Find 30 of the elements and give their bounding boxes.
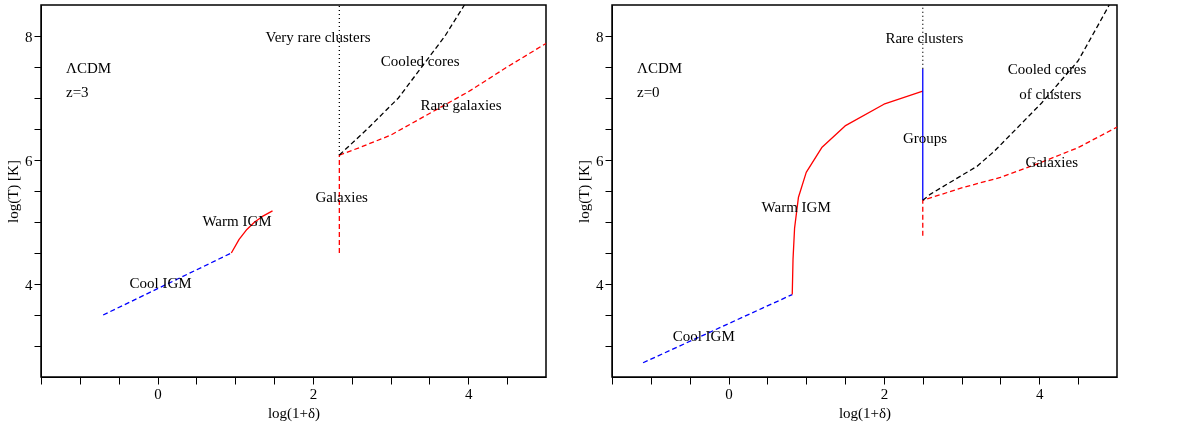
x-tick-label: 4 <box>465 385 474 402</box>
annotation: Cool IGM <box>129 274 192 291</box>
annotation: Rare clusters <box>885 29 964 46</box>
annotation: Very rare clusters <box>265 29 371 45</box>
annotation: Galaxies <box>315 188 369 205</box>
x-axis-title: log(1+δ) <box>267 404 321 422</box>
x-tick-label: 0 <box>725 385 733 402</box>
y-tick-label: 4 <box>25 276 33 293</box>
annotation: Cooled cores <box>380 53 460 70</box>
annotation: ΛCDM <box>66 60 112 76</box>
x-tick-label: 0 <box>154 385 162 402</box>
x-axis-title: log(1+δ) <box>838 404 892 422</box>
annotation: Cooled cores <box>1007 61 1087 77</box>
y-axis-title: log(T) [K] <box>576 160 593 223</box>
y-tick-label: 6 <box>596 152 604 169</box>
y-axis-title: log(T) [K] <box>5 160 22 223</box>
annotation: Galaxies <box>1025 153 1079 170</box>
y-tick-label: 6 <box>25 152 33 169</box>
annotation: z=0 <box>637 84 660 100</box>
annotation: ΛCDM <box>637 60 683 76</box>
y-tick-label: 8 <box>25 28 33 45</box>
annotation: z=3 <box>66 84 89 100</box>
annotation: Cool IGM <box>672 328 735 345</box>
annotation: Rare galaxies <box>420 97 502 113</box>
y-tick-label: 8 <box>596 28 604 45</box>
annotation: of clusters <box>1019 86 1082 103</box>
x-tick-label: 4 <box>1036 385 1045 402</box>
x-tick-label: 2 <box>880 385 889 402</box>
y-tick-label: 4 <box>596 276 604 293</box>
x-tick-label: 2 <box>309 385 318 402</box>
